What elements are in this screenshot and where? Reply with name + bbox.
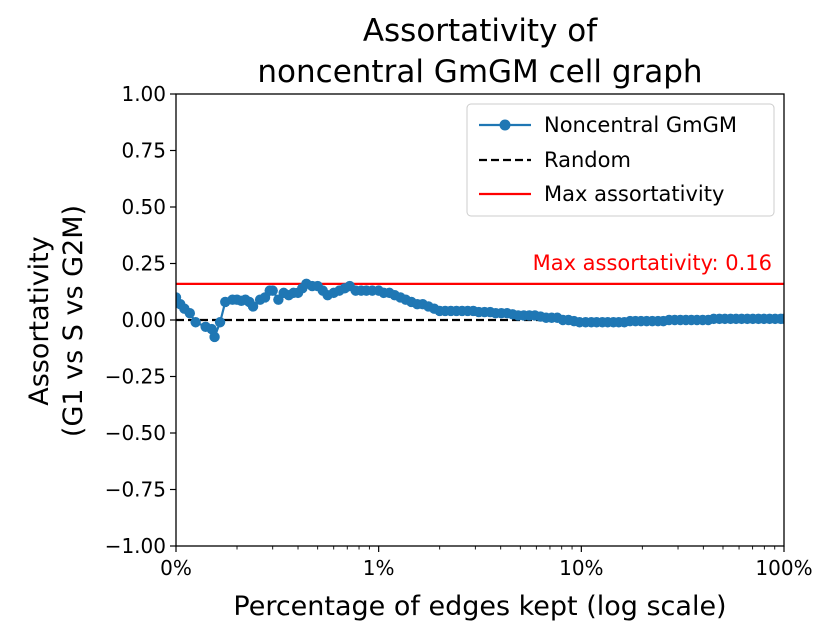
x-axis-label: Percentage of edges kept (log scale) [233, 591, 726, 622]
data-point [184, 308, 196, 319]
x-tick-label: 1% [363, 556, 395, 580]
y-tick-label: 1.00 [121, 82, 166, 106]
data-point [267, 285, 278, 296]
legend-label: Random [544, 148, 631, 172]
x-tick-label: 10% [559, 556, 603, 580]
x-tick-label: 100% [755, 556, 812, 580]
y-tick-label: −0.50 [105, 421, 166, 445]
y-axis-label: Assortativity (G1 vs S vs G2M) [24, 205, 89, 437]
y-tick-label: 0.25 [121, 252, 166, 276]
data-point [778, 313, 784, 325]
y-tick-label: 0.75 [121, 139, 166, 163]
x-tick-label: 0% [160, 556, 192, 580]
y-axis-label-line-2: (G1 vs S vs G2M) [58, 205, 89, 437]
plot-area [176, 278, 784, 343]
axes: Max assortativity: 0.16 −1.00 −0.75 −0.50 −0… [105, 82, 813, 580]
y-tick-label: 0.50 [121, 195, 166, 219]
chart-title: Assortativity of noncentral GmGM cell gr… [257, 13, 702, 90]
data-point [247, 301, 259, 312]
data-point [209, 331, 220, 343]
legend: Noncentral GmGM Random Max assortativity [466, 103, 775, 217]
data-point [190, 317, 201, 328]
data-point [214, 317, 226, 328]
y-tick-label: −0.25 [105, 365, 166, 389]
max-assortativity-annotation: Max assortativity: 0.16 [533, 251, 772, 275]
legend-label: Max assortativity [544, 182, 724, 206]
data-point [206, 323, 217, 335]
chart-title-line-2: noncentral GmGM cell graph [257, 54, 702, 90]
y-tick-label: 0.00 [121, 308, 166, 332]
y-axis-label-line-1: Assortativity [24, 236, 55, 406]
legend-label: Noncentral GmGM [544, 113, 737, 137]
legend-box [466, 103, 775, 217]
y-tick-label: −0.75 [105, 478, 166, 502]
legend-marker-noncentral-gmgm [499, 119, 511, 131]
y-tick-label: −1.00 [105, 534, 166, 558]
chart-title-line-1: Assortativity of [363, 13, 598, 49]
